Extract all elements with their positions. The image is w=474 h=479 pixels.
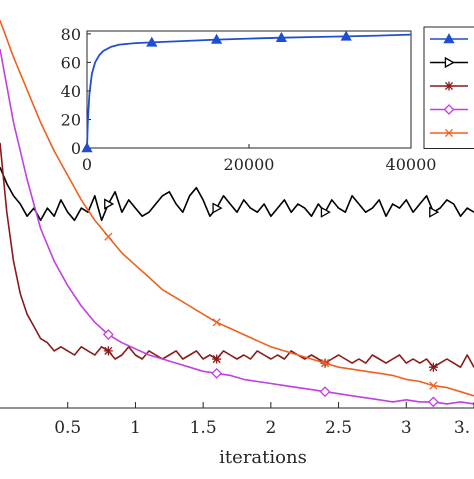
inset-y-tick-label-0: 0	[71, 139, 81, 158]
inset-y-tick-label-2: 40	[61, 82, 81, 101]
series-line-3	[0, 20, 474, 397]
inset-x-tick-label-1: 20000	[224, 155, 275, 174]
series-3-marker-2	[320, 359, 330, 368]
series-3-marker-0	[104, 232, 113, 241]
series-2-marker-2	[319, 386, 331, 398]
inset-series-0-marker-4	[340, 30, 352, 41]
series-2-marker-3	[427, 396, 439, 408]
series-3-marker-1	[212, 318, 221, 327]
legend-marker-3	[443, 104, 455, 115]
series-0-marker-2	[320, 206, 331, 218]
x-tick-label-6: 3.	[454, 418, 470, 438]
x-tick-label-3: 2	[265, 418, 276, 438]
series-line-1	[0, 142, 474, 368]
series-0-marker-3	[429, 206, 440, 218]
inset-series-0-marker-1	[146, 36, 158, 47]
legend-marker-0	[443, 33, 455, 44]
legend-marker-1	[444, 56, 455, 69]
legend-marker-2	[444, 81, 454, 91]
x-tick-label-2: 1.5	[190, 418, 217, 438]
legend	[423, 26, 474, 149]
x-tick-label-4: 2.5	[325, 418, 352, 438]
inset-y-tick-label-1: 20	[61, 110, 81, 129]
inset-y-tick-label-4: 80	[61, 25, 81, 44]
inset-series-0-marker-2	[210, 33, 223, 44]
inset-y-tick-label-3: 60	[61, 53, 81, 72]
inset-series-0-marker-0	[81, 142, 93, 153]
inset-x-tick-label-0: 0	[82, 155, 92, 174]
x-tick-label-0: 0.5	[54, 418, 81, 438]
series-1-marker-1	[212, 354, 222, 364]
x-axis-label: iterations	[219, 447, 307, 468]
series-1-marker-3	[428, 362, 438, 372]
inset-frame	[86, 30, 412, 149]
inset-series-line-0	[86, 33, 412, 149]
legend-marker-4	[444, 128, 454, 138]
inset-x-tick-label-2: 40000	[386, 155, 437, 174]
series-line-0	[0, 166, 474, 222]
series-2-marker-1	[211, 367, 223, 379]
x-tick-label-1: 1	[130, 418, 141, 438]
series-line-2	[0, 48, 474, 405]
inset-series-0-marker-3	[275, 31, 288, 42]
main-plot: 0.5 1 1.5 2 2.5 3 3. iterations	[0, 20, 474, 468]
inset-plot: 0 20000 40000 0 20 40 60 80	[61, 25, 437, 174]
series-1-marker-0	[103, 346, 113, 356]
series-2-marker-0	[102, 329, 114, 340]
series-3-marker-3	[429, 381, 438, 390]
series-0-marker-0	[104, 198, 115, 210]
x-tick-label-5: 3	[401, 418, 412, 438]
series-0-marker-1	[212, 202, 223, 214]
